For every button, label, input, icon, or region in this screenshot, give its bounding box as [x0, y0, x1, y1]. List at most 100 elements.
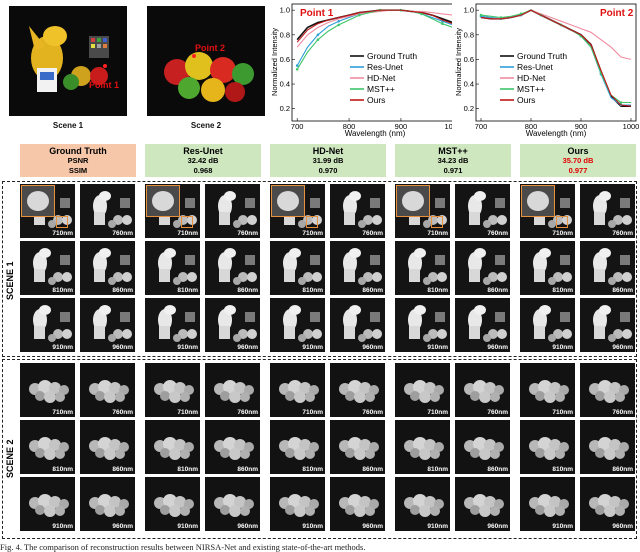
scene-2-band-image [20, 477, 75, 531]
scene-1-band-image [205, 184, 260, 238]
wavelength-label: 710nm [177, 230, 198, 237]
band-tile-res-unet-910nm: 910nm [145, 477, 200, 531]
wavelength-label: 760nm [237, 409, 258, 416]
x-tick-label: 1000 [623, 122, 640, 131]
scene-2-band-image [330, 363, 385, 417]
x-tick-label: 800 [525, 122, 538, 131]
plot-point-2-svg: Point 2 Normalized Intensity Wavelength … [454, 3, 640, 138]
psnr-label: PSNR [67, 156, 89, 165]
header-ours: Ours 35.70 dB 0.977 [520, 144, 636, 177]
band-tile-ours-760nm: 760nm [580, 363, 635, 417]
y-tick-label: 0.2 [464, 104, 474, 113]
band-tile-mst--810nm: 810nm [395, 241, 450, 295]
band-tile-ground-truth-760nm: 760nm [80, 184, 135, 238]
band-tile-mst--760nm: 760nm [455, 184, 510, 238]
wavelength-label: 910nm [552, 344, 573, 351]
band-tile-mst--910nm: 910nm [395, 477, 450, 531]
scene-2-band-image [20, 420, 75, 474]
legend-entry: MST++ [367, 84, 395, 94]
legend-entry: Ours [517, 95, 535, 105]
zoom-inset [521, 185, 555, 217]
wavelength-label: 710nm [52, 409, 73, 416]
method-name: Ours [567, 146, 589, 156]
wavelength-label: 810nm [177, 466, 198, 473]
series-point [295, 64, 299, 67]
scene-2-band-image [580, 477, 635, 531]
wavelength-label: 960nm [362, 523, 383, 530]
wavelength-label: 760nm [487, 409, 508, 416]
band-tile-mst--860nm: 860nm [455, 420, 510, 474]
wavelength-label: 710nm [302, 409, 323, 416]
band-tile-ground-truth-860nm: 860nm [80, 420, 135, 474]
wavelength-label: 760nm [362, 409, 383, 416]
scene-2-illustration [147, 6, 265, 116]
band-tile-ground-truth-910nm: 910nm [20, 298, 75, 352]
zoom-region-box [431, 216, 443, 228]
scene-2-band-image [145, 420, 200, 474]
band-tile-ground-truth-810nm: 810nm [20, 420, 75, 474]
band-tile-ground-truth-810nm: 810nm [20, 241, 75, 295]
method-name: Ground Truth [49, 146, 107, 156]
band-tile-ground-truth-760nm: 760nm [80, 363, 135, 417]
band-tile-hd-net-760nm: 760nm [330, 184, 385, 238]
scene-1-band-image [580, 298, 635, 352]
scene-2-band-image [80, 477, 135, 531]
zoom-inset-image [22, 186, 54, 216]
band-tile-hd-net-960nm: 960nm [330, 298, 385, 352]
psnr-value: 31.99 dB [312, 156, 344, 165]
wavelength-label: 910nm [177, 523, 198, 530]
scene-1-band-image [580, 184, 635, 238]
scene-2-side-label: SCENE 2 [5, 439, 15, 478]
zoom-region-box [556, 216, 568, 228]
zoom-inset-image [397, 186, 429, 216]
band-tile-res-unet-860nm: 860nm [205, 241, 260, 295]
header-ground-truth: Ground Truth PSNR SSIM [20, 144, 136, 177]
wavelength-label: 910nm [427, 344, 448, 351]
y-tick-label: 1.0 [280, 6, 290, 15]
wavelength-label: 960nm [487, 523, 508, 530]
wavelength-label: 810nm [302, 287, 323, 294]
band-tile-ours-860nm: 860nm [580, 420, 635, 474]
scene-2-band-image [205, 363, 260, 417]
wavelength-label: 860nm [612, 466, 633, 473]
series-line-ours [480, 9, 632, 107]
band-tile-ours-910nm: 910nm [520, 477, 575, 531]
wavelength-label: 860nm [487, 287, 508, 294]
scene-1-band-image [455, 241, 510, 295]
plot-point-2: Point 2 Normalized Intensity Wavelength … [452, 0, 640, 138]
scene-1-band-image [205, 241, 260, 295]
legend-entry: Ground Truth [517, 51, 567, 61]
band-tile-res-unet-760nm: 760nm [205, 184, 260, 238]
band-tile-ours-910nm: 910nm [520, 298, 575, 352]
scene-1-band-image [455, 298, 510, 352]
band-tile-ground-truth-960nm: 960nm [80, 477, 135, 531]
y-tick-label: 0.8 [280, 30, 290, 39]
scene-1-band-image [520, 241, 575, 295]
y-tick-label: 0.4 [280, 80, 290, 89]
wavelength-label: 710nm [427, 409, 448, 416]
scene-1-band-image [205, 298, 260, 352]
zoom-inset [396, 185, 430, 217]
scene-1-band-image [395, 298, 450, 352]
series-point [441, 22, 444, 26]
band-tile-ours-760nm: 760nm [580, 184, 635, 238]
band-tile-hd-net-810nm: 810nm [270, 420, 325, 474]
series-point [619, 101, 623, 104]
scene-1-band-image [145, 241, 200, 295]
scene-2-frame [2, 359, 637, 539]
wavelength-label: 760nm [237, 230, 258, 237]
band-tile-res-unet-860nm: 860nm [205, 420, 260, 474]
x-tick-label: 700 [291, 122, 304, 131]
band-tile-hd-net-860nm: 860nm [330, 241, 385, 295]
scene-2-band-image [395, 420, 450, 474]
band-tile-hd-net-910nm: 910nm [270, 477, 325, 531]
series-point [337, 23, 340, 27]
x-tick-label: 800 [343, 122, 356, 131]
wavelength-label: 810nm [552, 466, 573, 473]
band-tile-hd-net-910nm: 910nm [270, 298, 325, 352]
psnr-value: 32.42 dB [187, 156, 219, 165]
y-tick-label: 0.6 [464, 55, 474, 64]
series-point [358, 13, 361, 17]
scene-1-illustration [9, 6, 127, 116]
legend-entry: Res-Unet [517, 62, 554, 72]
